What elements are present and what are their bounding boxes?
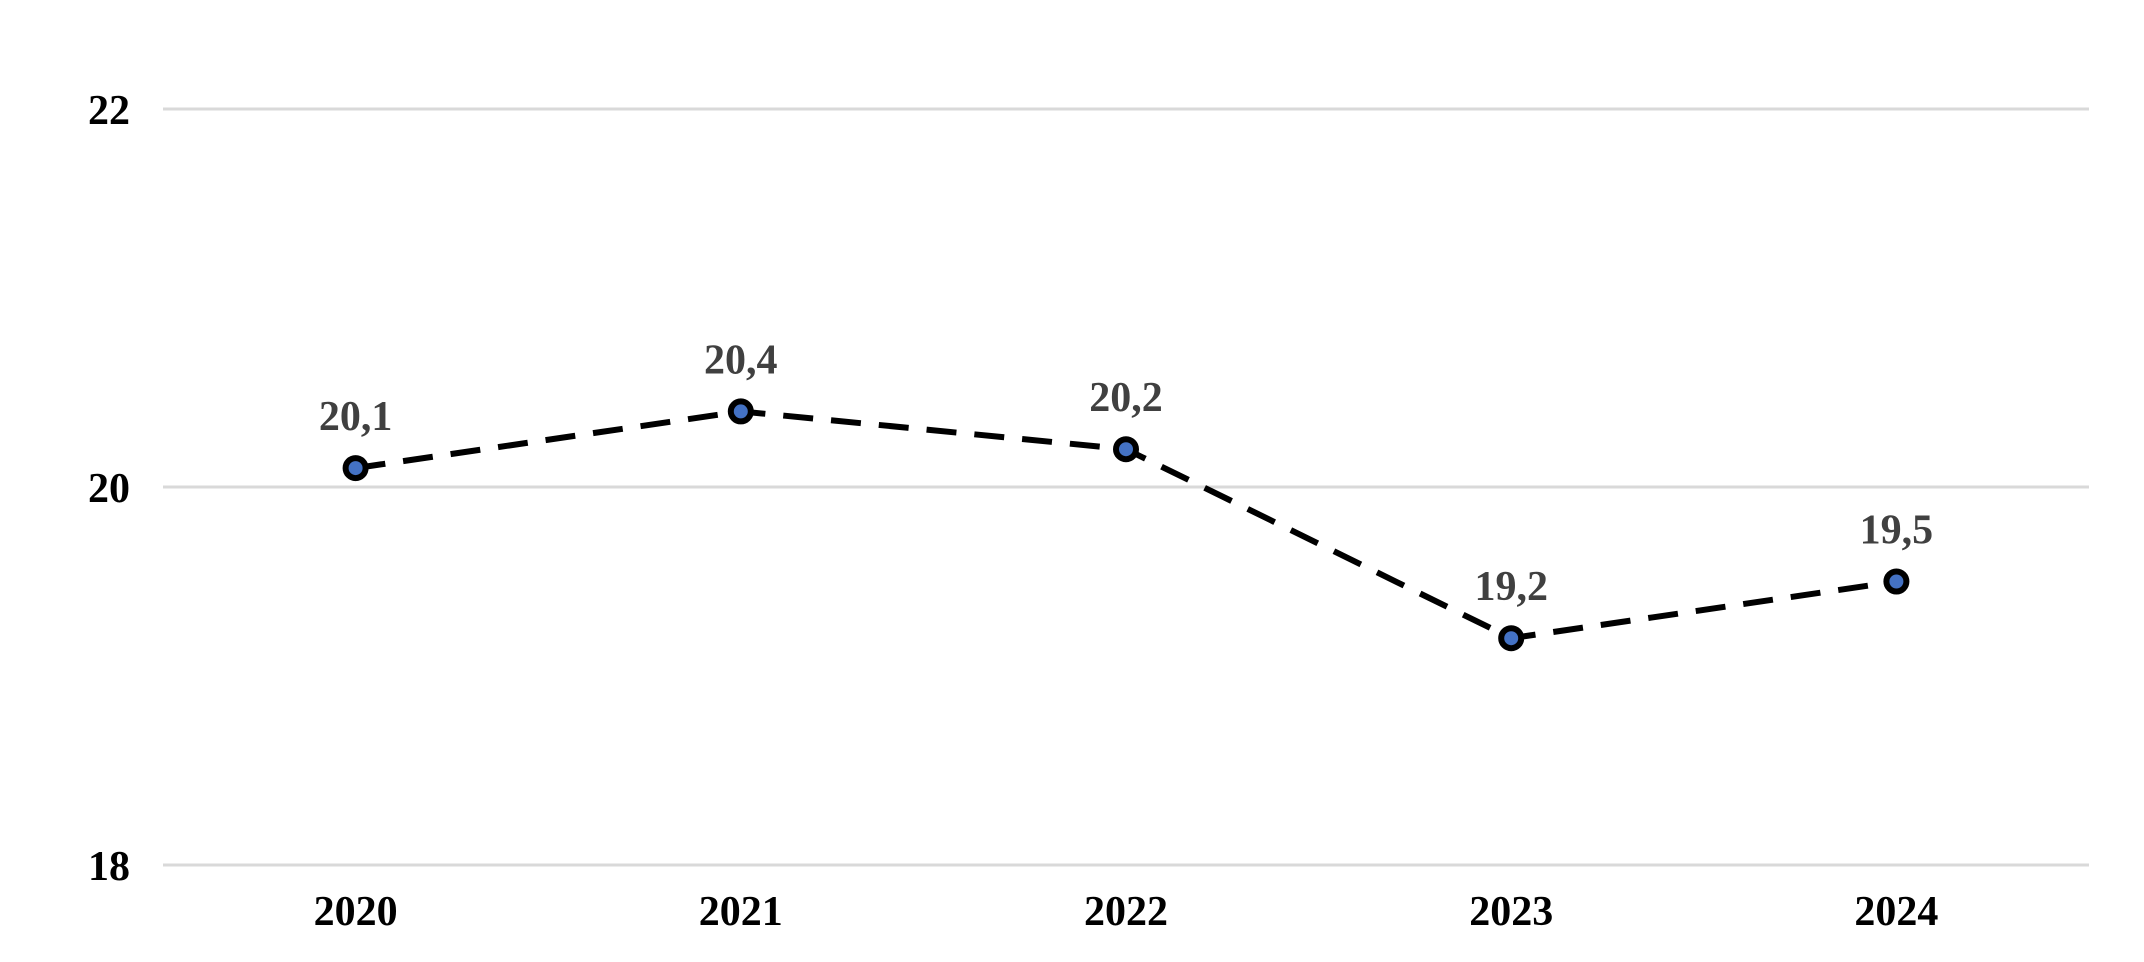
data-point-label: 19,2 [1474, 564, 1548, 610]
data-point-marker [727, 398, 754, 425]
x-axis-tick-label: 2023 [1469, 889, 1553, 935]
data-point-marker [1113, 436, 1139, 463]
x-axis-tick-label: 2022 [1084, 889, 1168, 935]
y-axis-tick-label: 18 [88, 844, 130, 890]
data-point-label: 20,4 [704, 337, 778, 383]
data-point-marker [342, 455, 369, 482]
data-point-label: 20,2 [1089, 375, 1163, 421]
x-axis-tick-label: 2021 [699, 889, 783, 935]
data-point-marker [1498, 625, 1525, 652]
y-axis-tick-label: 22 [88, 88, 130, 134]
data-point-marker [1883, 568, 1910, 595]
y-axis-tick-label: 20 [88, 466, 130, 512]
data-point-label: 20,1 [319, 394, 393, 440]
x-axis-tick-label: 2020 [314, 889, 398, 935]
data-point-label: 19,5 [1860, 508, 1934, 554]
x-axis-tick-label: 2024 [1854, 889, 1938, 935]
